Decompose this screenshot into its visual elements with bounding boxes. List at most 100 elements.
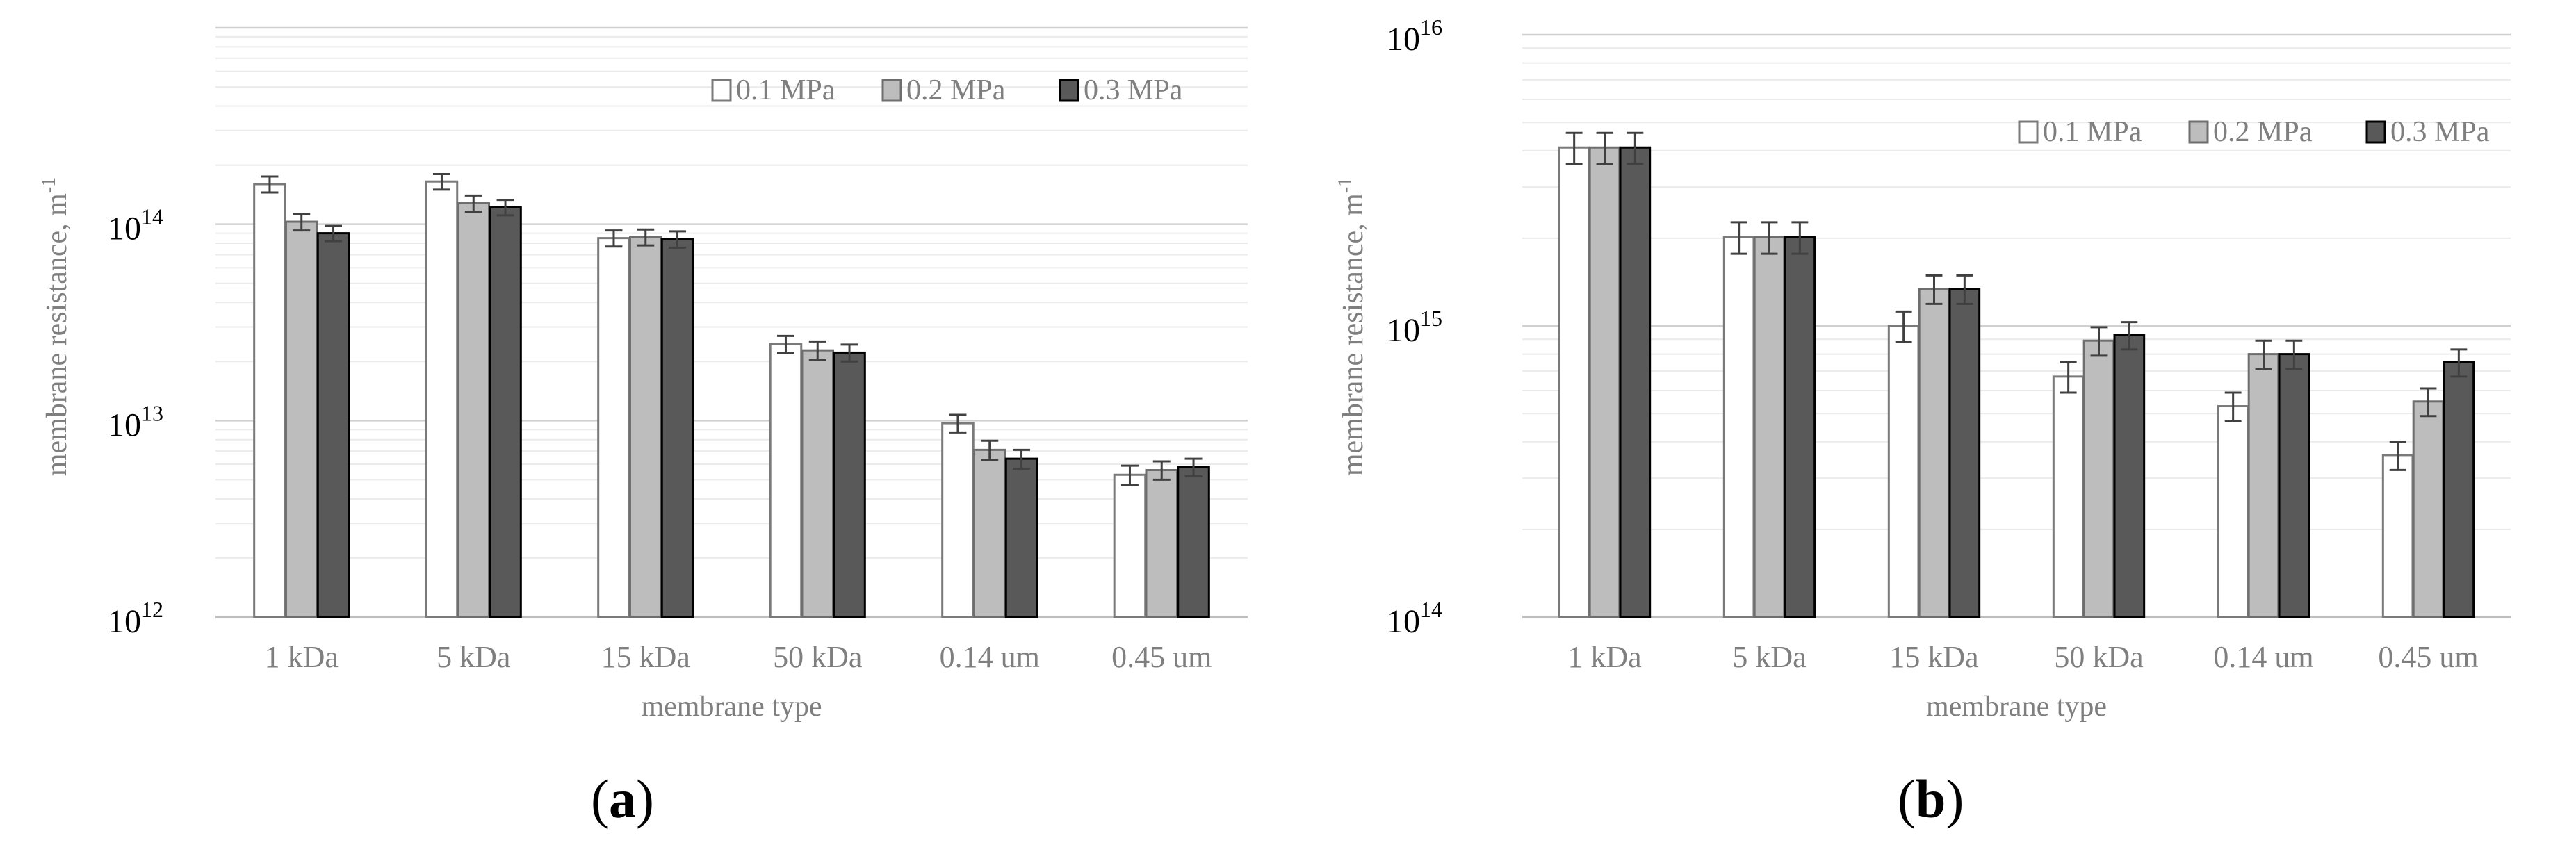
error-bar [432, 173, 450, 191]
gridlines [1522, 33, 2511, 618]
legend: 0.1 MPa 0.2 MPa 0.3 MPa [711, 74, 1183, 106]
x-tick-label: 0.45 um [2378, 640, 2478, 674]
caption-a: (a) [591, 769, 654, 829]
bar-5-kDa-01-MPa [425, 180, 459, 618]
legend-swatch [2365, 120, 2386, 144]
x-tick-label: 0.14 um [940, 640, 1040, 674]
error-bar [669, 230, 687, 249]
bar-014-um-02-MPa [2247, 353, 2280, 618]
error-bar [2060, 361, 2077, 394]
error-bar [1791, 221, 1809, 255]
bar-15-kDa-03-MPa [1948, 288, 1981, 618]
bar-15-kDa-03-MPa [660, 238, 694, 618]
error-bar [1925, 274, 1943, 305]
error-bar [496, 199, 514, 217]
bar-50-kDa-03-MPa [833, 351, 866, 618]
error-bar [325, 224, 343, 243]
legend-label: 0.2 MPa [2213, 116, 2313, 148]
bar-014-um-02-MPa [972, 448, 1006, 618]
bar-045-um-03-MPa [1177, 466, 1210, 618]
legend-label: 0.1 MPa [736, 74, 835, 106]
bar-1-kDa-02-MPa [1588, 146, 1621, 618]
error-bar [981, 439, 999, 461]
legend-label: 0.3 MPa [1084, 74, 1183, 106]
error-bar [2389, 441, 2406, 471]
x-tick-label: 0.45 um [1111, 640, 1212, 674]
error-bar [1956, 274, 1973, 305]
y-tick-label: 1013 [108, 400, 163, 443]
bar-50-kDa-03-MPa [2113, 334, 2146, 618]
x-axis-label: membrane type [1926, 691, 2107, 723]
bar-50-kDa-02-MPa [801, 349, 835, 618]
error-bar [1627, 131, 1644, 165]
bar-15-kDa-01-MPa [597, 237, 630, 618]
error-bar [1013, 448, 1031, 470]
error-bar [2224, 391, 2242, 422]
legend-swatch [1059, 79, 1079, 102]
error-bar [2285, 339, 2303, 370]
chart-b: 1014 1015 1016 membrane resistance, m-1 1 kD… [1335, 15, 2511, 723]
bar-15-kDa-02-MPa [1918, 288, 1950, 618]
legend-swatch [711, 79, 732, 102]
legend-label: 0.2 MPa [906, 74, 1006, 106]
error-bar [1120, 464, 1139, 486]
bar-15-kDa-01-MPa [1887, 325, 1920, 618]
error-bar [2121, 321, 2138, 351]
error-bar [637, 228, 655, 247]
x-tick-label: 50 kDa [773, 640, 862, 674]
error-bar [2420, 387, 2437, 418]
error-bar [1895, 310, 1912, 343]
error-bar [776, 334, 794, 355]
bar-50-kDa-01-MPa [769, 343, 803, 618]
bar-5-kDa-02-MPa [1753, 236, 1786, 618]
bar-014-um-01-MPa [2217, 405, 2249, 618]
x-axis-label: membrane type [641, 691, 822, 723]
error-bar [2255, 339, 2272, 370]
y-tick-label: 1012 [108, 597, 163, 640]
x-tick-label: 5 kDa [1732, 640, 1806, 674]
bar-045-um-02-MPa [2412, 400, 2445, 618]
error-bar [605, 229, 623, 248]
legend-label: 0.3 MPa [2390, 116, 2490, 148]
bar-5-kDa-02-MPa [457, 202, 491, 618]
bar-045-um-03-MPa [2443, 361, 2475, 618]
error-bar [2450, 348, 2468, 378]
y-tick-label: 1014 [108, 204, 163, 247]
y-tick-label: 1015 [1387, 306, 1442, 349]
legend: 0.1 MPa 0.2 MPa 0.3 MPa [2018, 116, 2490, 148]
x-tick-label: 1 kDa [1567, 640, 1641, 674]
legend-swatch [2018, 120, 2039, 144]
bar-1-kDa-02-MPa [284, 220, 318, 618]
error-bar [1152, 460, 1171, 481]
legend-swatch [881, 79, 902, 102]
bar-045-um-01-MPa [1113, 473, 1147, 618]
bar-5-kDa-03-MPa [1784, 236, 1816, 618]
bar-15-kDa-02-MPa [628, 236, 662, 618]
y-axis-label: membrane resistance, m-1 [1335, 177, 1369, 476]
x-tick-label: 0.14 um [2213, 640, 2313, 674]
bar-50-kDa-01-MPa [2052, 375, 2085, 618]
bar-045-um-02-MPa [1145, 469, 1179, 618]
bar-014-um-03-MPa [2278, 353, 2310, 618]
error-bar [464, 194, 482, 213]
x-tick-label: 5 kDa [437, 640, 510, 674]
chart-a: 1012 1013 1014 membrane resistance, m-1 1 kD… [38, 26, 1248, 723]
x-tick-label: 50 kDa [2054, 640, 2143, 674]
bar-5-kDa-01-MPa [1722, 236, 1755, 618]
error-bar [1761, 221, 1778, 255]
bar-5-kDa-03-MPa [489, 206, 522, 618]
y-tick-label: 1016 [1387, 15, 1442, 58]
error-bar [2090, 326, 2108, 357]
error-bar [1565, 131, 1583, 165]
error-bar [949, 413, 967, 434]
error-bar [1184, 457, 1203, 478]
caption-b: (b) [1898, 769, 1964, 829]
y-axis-label: membrane resistance, m-1 [38, 177, 73, 476]
bar-045-um-01-MPa [2381, 454, 2414, 618]
bar-014-um-03-MPa [1004, 457, 1038, 618]
bar-014-um-01-MPa [941, 422, 975, 618]
bar-1-kDa-03-MPa [316, 232, 350, 618]
bar-1-kDa-03-MPa [1619, 146, 1652, 618]
x-tick-label: 1 kDa [265, 640, 339, 674]
